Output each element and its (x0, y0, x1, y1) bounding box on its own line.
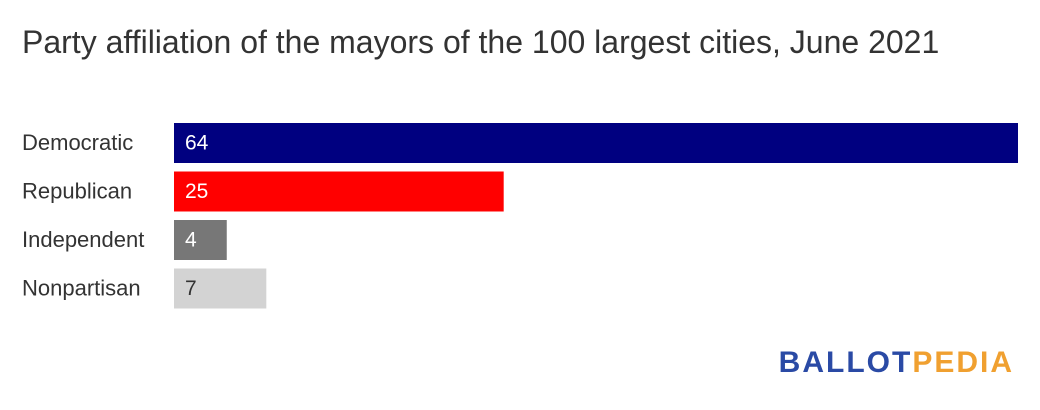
bar (174, 220, 227, 260)
value-label: 25 (185, 180, 208, 203)
chart-title: Party affiliation of the mayors of the 1… (22, 24, 940, 60)
logo: BALLOTPEDIA (779, 346, 1014, 380)
category-label: Nonpartisan (22, 275, 141, 300)
value-label: 7 (185, 277, 197, 300)
category-label: Democratic (22, 130, 133, 155)
logo-part: BALLOT (778, 346, 913, 379)
logo-part: PEDIA (912, 346, 1014, 379)
bar (174, 171, 504, 212)
bar (174, 123, 1018, 163)
value-label: 64 (185, 132, 209, 155)
category-label: Independent (22, 227, 144, 252)
category-label: Republican (22, 178, 132, 203)
bar (174, 268, 267, 309)
value-label: 4 (185, 229, 197, 252)
